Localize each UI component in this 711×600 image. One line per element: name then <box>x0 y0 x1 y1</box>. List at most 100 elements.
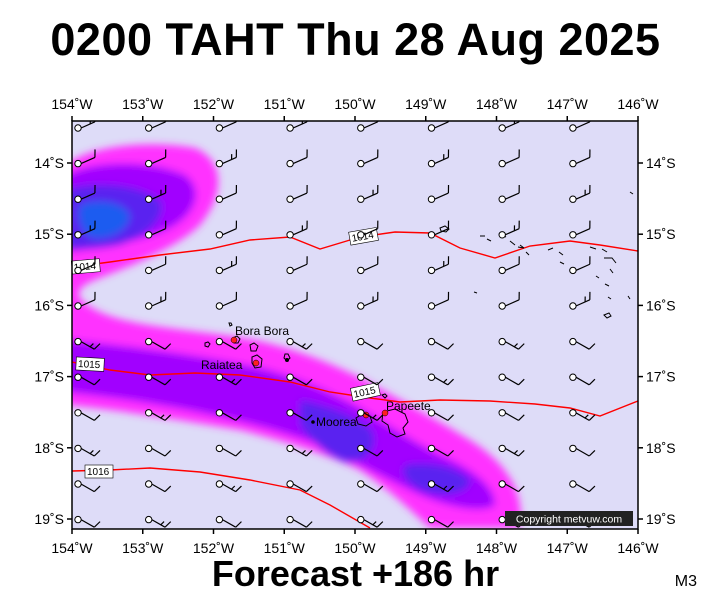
wind-barb <box>427 256 450 275</box>
wind-barb <box>498 444 525 457</box>
wind-barb <box>145 185 167 203</box>
wind-barb <box>498 149 520 168</box>
wind-barb <box>498 409 525 421</box>
wind-barb <box>357 337 384 350</box>
wind-barb <box>215 480 242 493</box>
rain-band-peak <box>78 201 130 239</box>
lat-tick-label: 17˚S <box>646 369 676 385</box>
wind-barb <box>74 409 101 421</box>
axis-labels: 154˚W 154˚W 153˚W 153˚W 152˚W 152˚W 151˚W 151˚W… <box>34 96 675 556</box>
wind-barb <box>427 480 454 493</box>
wind-barb <box>74 121 96 132</box>
copyright-box: Copyright metvuw.com <box>505 511 633 526</box>
tahaa-outline <box>249 342 259 352</box>
wind-barb <box>569 121 591 132</box>
wind-barb <box>286 480 313 493</box>
forecast-hour-label: Forecast +186 hr <box>211 553 500 594</box>
wind-barb <box>498 337 525 350</box>
wind-barb <box>569 256 591 275</box>
wind-barb <box>286 220 308 239</box>
wind-barb <box>640 338 665 349</box>
wind-barb <box>145 220 167 239</box>
lon-tick-label: 150˚W <box>334 540 376 556</box>
island-label-raiatea: Raiatea <box>201 358 243 372</box>
lat-tick-label: 15˚S <box>34 226 64 242</box>
wind-barb <box>640 114 660 131</box>
raiatea-outline <box>251 354 263 369</box>
isobar-label: 1015 <box>353 385 377 400</box>
wind-barb <box>215 515 242 528</box>
wind-barb <box>357 121 379 132</box>
wind-barb <box>357 256 379 275</box>
wind-barb <box>569 220 591 239</box>
lon-tick-label: 153˚W <box>122 96 164 112</box>
wind-barb <box>640 481 665 492</box>
isobar-labels: 1014 1014 1015 1015 1016 <box>70 227 381 479</box>
wind-barb <box>145 149 167 168</box>
wind-barb <box>215 220 238 239</box>
wind-barb <box>145 337 172 350</box>
city-marker <box>285 358 289 362</box>
axis-ticks <box>67 116 643 534</box>
wind-barb <box>427 121 450 132</box>
isobar-1016 <box>72 467 371 529</box>
lon-tick-label: 148˚W <box>476 540 518 556</box>
lon-tick-label: 152˚W <box>193 96 235 112</box>
wind-barb <box>215 121 237 132</box>
wind-barb <box>145 291 167 310</box>
wind-barb <box>145 480 172 493</box>
wind-barb <box>286 185 308 203</box>
lat-tick-label: 15˚S <box>646 226 676 242</box>
wind-barb <box>145 256 167 275</box>
island-label-bora-bora: Bora Bora <box>235 324 289 338</box>
isobar-1015 <box>72 361 638 417</box>
wind-barb <box>569 185 591 203</box>
city-marker <box>381 409 389 417</box>
wind-barb <box>215 444 242 457</box>
lat-tick-label: 17˚S <box>34 369 64 385</box>
wind-barb <box>286 291 308 310</box>
wind-barb <box>569 373 596 386</box>
wind-barb <box>569 291 591 310</box>
wind-barb <box>640 256 660 273</box>
wind-barb <box>357 220 379 239</box>
wind-barb <box>357 149 379 168</box>
wind-barb <box>427 337 454 350</box>
wind-barb <box>498 185 520 203</box>
wind-barb <box>569 444 596 457</box>
isobar-label: 1016 <box>87 467 110 478</box>
wind-barb <box>286 409 313 421</box>
wind-barb <box>215 185 238 203</box>
wind-barb <box>498 256 520 275</box>
wind-barb <box>74 515 101 528</box>
model-label: M3 <box>674 573 697 590</box>
wind-barb <box>569 409 596 421</box>
wind-barb <box>286 149 308 168</box>
wind-barb <box>357 291 379 310</box>
wind-barb <box>498 220 520 239</box>
lon-tick-label: 147˚W <box>547 96 589 112</box>
wind-barb <box>145 515 172 528</box>
lon-tick-label: 154˚W <box>51 540 93 556</box>
wind-barb <box>498 373 525 386</box>
map-title: 0200 TAHT Thu 28 Aug 2025 <box>50 14 661 65</box>
lon-tick-label: 153˚W <box>122 540 164 556</box>
wind-barb <box>74 373 101 386</box>
wind-barb <box>286 515 313 528</box>
lon-tick-label: 152˚W <box>193 540 235 556</box>
wind-barb <box>145 121 167 132</box>
island-labels: Bora Bora Raiatea Moorea Papeete <box>201 324 431 429</box>
wind-barb <box>427 409 454 421</box>
lat-tick-label: 14˚S <box>646 155 676 171</box>
wind-barb <box>357 515 384 528</box>
wind-barb <box>286 444 313 457</box>
wind-barb <box>569 149 591 168</box>
wind-barb <box>357 444 384 457</box>
wind-barb <box>215 373 242 386</box>
island-label-papeete: Papeete <box>386 399 431 413</box>
wind-barb <box>357 409 384 421</box>
wind-barb <box>74 291 96 310</box>
lat-tick-label: 19˚S <box>34 511 64 527</box>
wind-barb <box>286 337 313 350</box>
